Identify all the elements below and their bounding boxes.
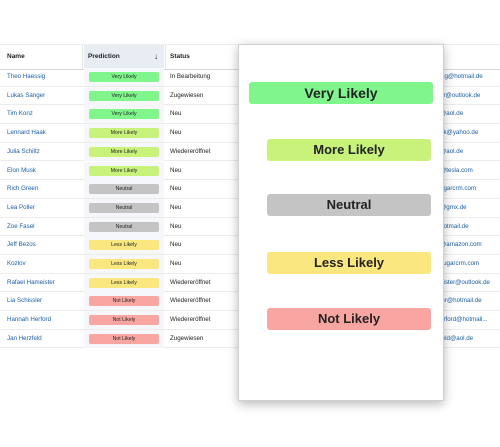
prediction-cell: Very Likely xyxy=(84,105,164,124)
lead-name-link[interactable]: Julia Schiltz xyxy=(7,147,40,155)
email-link[interactable]: sugarcrm.com xyxy=(440,260,480,267)
email-link[interactable]: @tesla.com xyxy=(440,166,473,174)
status-text: Neu xyxy=(170,166,182,174)
table-row[interactable]: Lukas Sanger Very Likely Zugewiesen er@outl… xyxy=(0,86,500,106)
prediction-badge: Less Likely xyxy=(89,277,159,288)
prediction-cell: More Likely xyxy=(84,161,164,180)
email-link[interactable]: hotmail.de xyxy=(440,222,469,230)
prediction-badge: Neutral xyxy=(89,221,159,232)
prediction-cell: Not Likely xyxy=(84,329,164,348)
prediction-badge: More Likely xyxy=(89,146,159,157)
lead-name-link[interactable]: Elon Musk xyxy=(7,166,36,174)
email-link[interactable]: er@outlook.de xyxy=(440,91,481,99)
column-header-name[interactable]: Name xyxy=(7,53,25,60)
prediction-cell: Neutral xyxy=(84,217,164,236)
status-text: Wiedereröffnet xyxy=(170,147,211,155)
status-text: Neu xyxy=(170,110,182,118)
prediction-cell: More Likely xyxy=(84,124,164,143)
status-text: In Bearbeitung xyxy=(170,73,211,80)
prediction-cell: Very Likely xyxy=(84,68,164,86)
lead-name-link[interactable]: Jan Herzfeld xyxy=(7,334,42,342)
status-text: Wiedereröffnet xyxy=(170,316,211,324)
lead-name-link[interactable]: Jeff Bezos xyxy=(7,241,36,249)
status-text: Neu xyxy=(170,260,182,267)
email-link[interactable]: eister@outlook.de xyxy=(440,278,490,286)
lead-name-link[interactable]: Lia Schissler xyxy=(7,297,43,305)
prediction-cell: Not Likely xyxy=(84,311,164,330)
prediction-badge: Neutral xyxy=(89,202,159,213)
prediction-cell: Less Likely xyxy=(84,255,164,273)
prediction-legend-popup: Very Likely More Likely Neutral Less Lik… xyxy=(238,44,444,401)
email-link[interactable]: erford@hotmail... xyxy=(440,316,488,324)
legend-more-likely[interactable]: More Likely xyxy=(267,139,431,161)
column-header-status[interactable]: Status xyxy=(170,53,190,60)
email-link[interactable]: ugarcrm.com xyxy=(440,185,477,193)
prediction-badge: More Likely xyxy=(89,165,159,176)
prediction-cell: More Likely xyxy=(84,142,164,161)
prediction-badge: Less Likely xyxy=(89,259,159,269)
lead-name-link[interactable]: Hannah Herford xyxy=(7,316,52,324)
email-link[interactable]: @aol.de xyxy=(440,110,464,118)
prediction-cell: Less Likely xyxy=(84,236,164,255)
legend-not-likely[interactable]: Not Likely xyxy=(267,308,431,330)
legend-very-likely[interactable]: Very Likely xyxy=(249,82,433,104)
prediction-badge: Less Likely xyxy=(89,240,159,251)
prediction-cell: Not Likely xyxy=(84,292,164,311)
status-text: Neu xyxy=(170,222,182,230)
prediction-cell: Neutral xyxy=(84,198,164,217)
status-text: Neu xyxy=(170,203,182,211)
lead-name-link[interactable]: Zoe Fasel xyxy=(7,222,35,230)
column-header-prediction[interactable]: Prediction ↓ xyxy=(84,45,164,69)
lead-name-link[interactable]: Lukas Sanger xyxy=(7,91,46,99)
lead-name-link[interactable]: Lea Poller xyxy=(7,203,35,211)
lead-name-link[interactable]: Kozlov xyxy=(7,260,26,267)
column-divider xyxy=(82,45,83,69)
lead-name-link[interactable]: Rafael Hameister xyxy=(7,278,55,286)
prediction-badge: Very Likely xyxy=(89,109,159,120)
prediction-badge: Very Likely xyxy=(89,72,159,82)
prediction-badge: Neutral xyxy=(89,184,159,195)
prediction-cell: Neutral xyxy=(84,180,164,199)
legend-neutral[interactable]: Neutral xyxy=(267,194,431,216)
status-text: Zugewiesen xyxy=(170,91,204,99)
prediction-cell: Less Likely xyxy=(84,273,164,292)
lead-name-link[interactable]: Tim Konz xyxy=(7,110,33,118)
prediction-badge: More Likely xyxy=(89,128,159,139)
lead-name-link[interactable]: Rich Green xyxy=(7,185,39,193)
status-text: Wiedereröffnet xyxy=(170,278,211,286)
arrow-down-icon[interactable]: ↓ xyxy=(154,52,158,61)
prediction-badge: Not Likely xyxy=(89,315,159,326)
legend-less-likely[interactable]: Less Likely xyxy=(267,252,431,274)
email-link[interactable]: @gmx.de xyxy=(440,203,467,211)
prediction-cell: Very Likely xyxy=(84,86,164,105)
email-link[interactable]: @aol.de xyxy=(440,147,464,155)
email-link[interactable]: @amazon.com xyxy=(440,241,482,249)
status-text: Neu xyxy=(170,185,182,193)
column-divider xyxy=(165,45,166,69)
prediction-badge: Not Likely xyxy=(89,296,159,307)
lead-name-link[interactable]: Theo Haessig xyxy=(7,73,46,80)
status-text: Neu xyxy=(170,129,182,137)
email-link[interactable]: feld@aol.de xyxy=(440,334,474,342)
status-text: Wiedereröffnet xyxy=(170,297,211,305)
table-row[interactable]: Zoe Fasel Neutral Neu hotmail.de xyxy=(0,217,500,237)
lead-name-link[interactable]: Lennard Haak xyxy=(7,129,46,137)
status-text: Neu xyxy=(170,241,182,249)
prediction-badge: Very Likely xyxy=(89,90,159,101)
email-link[interactable]: ler@hotmail.de xyxy=(440,297,482,305)
email-link[interactable]: sig@hotmail.de xyxy=(440,73,483,80)
prediction-badge: Not Likely xyxy=(89,333,159,344)
status-text: Zugewiesen xyxy=(170,334,204,342)
email-link[interactable]: ak@yahoo.de xyxy=(440,129,479,137)
column-header-prediction-label: Prediction xyxy=(88,53,120,60)
